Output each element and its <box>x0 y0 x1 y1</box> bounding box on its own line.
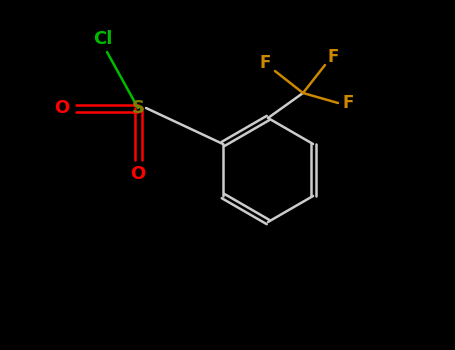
Text: O: O <box>131 165 146 183</box>
Text: F: F <box>259 54 271 72</box>
Text: S: S <box>131 99 145 117</box>
Text: F: F <box>342 94 354 112</box>
Text: Cl: Cl <box>93 30 113 48</box>
Text: O: O <box>55 99 70 117</box>
Text: F: F <box>327 48 339 66</box>
